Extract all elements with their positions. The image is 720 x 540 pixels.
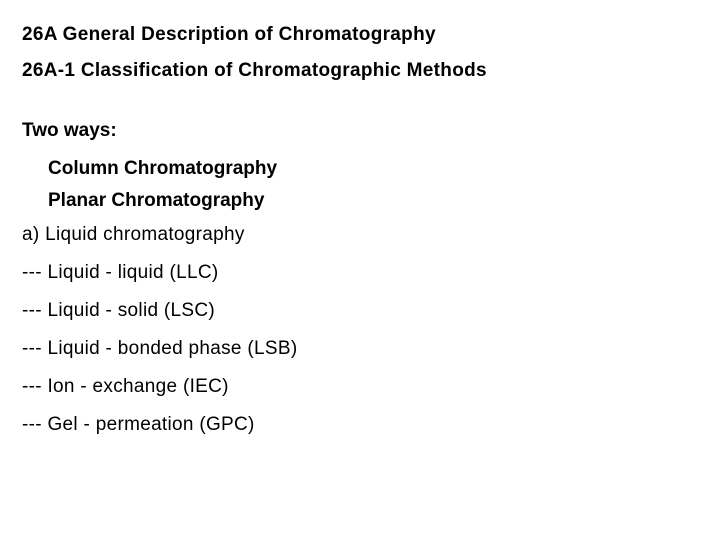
method-planar-chromatography: Planar Chromatography bbox=[48, 190, 698, 212]
list-item-gpc: --- Gel - permeation (GPC) bbox=[22, 414, 698, 436]
list-item-lsc: --- Liquid - solid (LSC) bbox=[22, 300, 698, 322]
list-item-lsb: --- Liquid - bonded phase (LSB) bbox=[22, 338, 698, 360]
subsection-heading-26a1: 26A-1 Classification of Chromatographic … bbox=[22, 60, 698, 82]
list-header-liquid-chromatography: a) Liquid chromatography bbox=[22, 224, 698, 246]
document-page: 26A General Description of Chromatograph… bbox=[0, 0, 720, 436]
list-item-llc: --- Liquid - liquid (LLC) bbox=[22, 262, 698, 284]
method-column-chromatography: Column Chromatography bbox=[48, 158, 698, 180]
two-ways-label: Two ways: bbox=[22, 120, 698, 142]
list-item-iec: --- Ion - exchange (IEC) bbox=[22, 376, 698, 398]
section-heading-26a: 26A General Description of Chromatograph… bbox=[22, 24, 698, 46]
